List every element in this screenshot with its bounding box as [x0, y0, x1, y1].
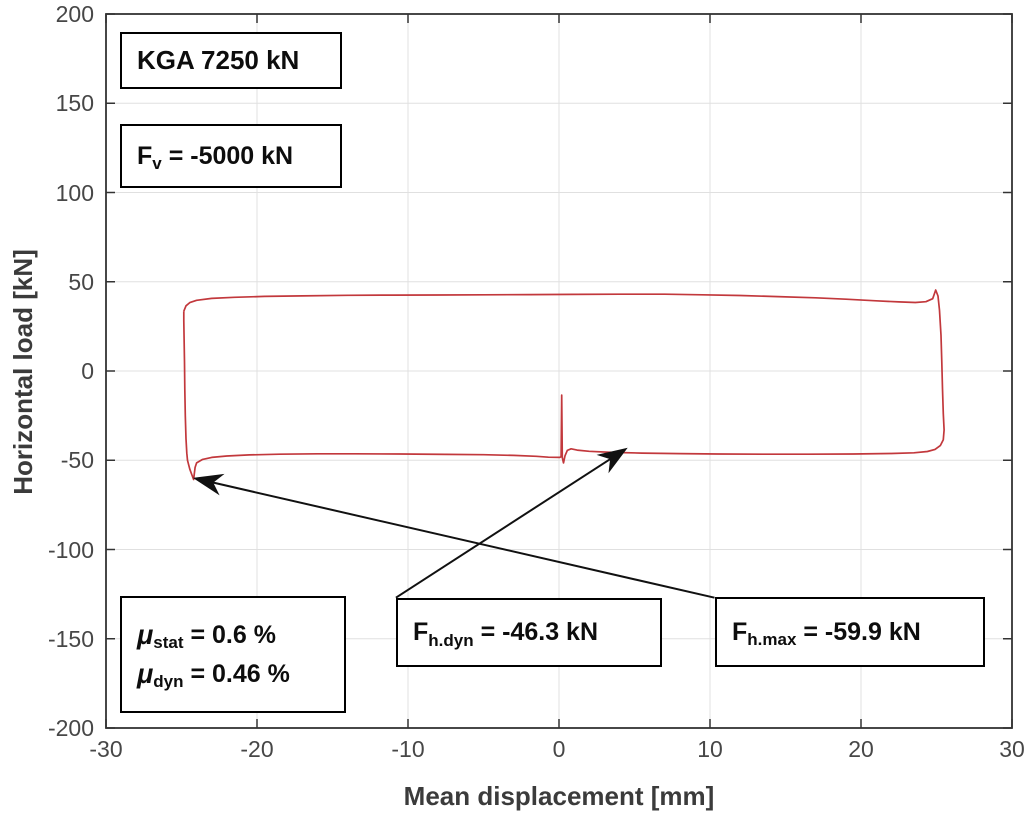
fv-symbol: F — [137, 141, 153, 170]
arrow-to-fhdyn-point-line — [395, 455, 616, 599]
hysteresis-loop — [182, 289, 945, 481]
x-tick-label: 30 — [999, 736, 1025, 762]
fv-value: = -5000 kN — [161, 141, 294, 170]
x-tick-label: -20 — [240, 736, 274, 762]
y-tick-label: 50 — [68, 268, 94, 295]
mu-stat-value: = 0.6 % — [183, 620, 276, 649]
annotation-kga: KGA 7250 kN — [120, 32, 342, 89]
y-axis-title: Horizontal load [kN] — [8, 249, 38, 495]
y-tick-label: -150 — [47, 625, 94, 652]
mu-dyn-symbol: μ — [137, 658, 154, 689]
fhdyn-symbol: F — [413, 618, 429, 646]
x-axis-title: Mean displacement [mm] — [403, 781, 715, 811]
x-tick-label: 20 — [848, 736, 874, 762]
y-tick-label: 0 — [81, 358, 94, 384]
annotation-kga-text: KGA 7250 kN — [137, 45, 300, 75]
mu-stat-subscript: stat — [153, 633, 184, 652]
mu-stat-symbol: μ — [137, 619, 154, 650]
y-tick-label: 100 — [55, 179, 94, 206]
fhmax-symbol: F — [732, 617, 748, 646]
mu-dyn-line: μ dyn = 0.46 % — [137, 658, 290, 692]
y-tick-label: -50 — [60, 447, 94, 474]
fhmax-value: = -59.9 kN — [796, 617, 921, 646]
y-tick-label: 150 — [55, 90, 94, 117]
x-tick-label: 0 — [552, 736, 566, 762]
x-tick-label: -30 — [89, 736, 123, 762]
fhmax-subscript: h.max — [747, 630, 797, 649]
arrow-to-fhmax-point-line — [207, 480, 715, 599]
arrow-to-fhmax-point-head — [192, 473, 225, 496]
y-tick-label: 200 — [55, 1, 94, 27]
x-tick-label: 10 — [697, 736, 723, 762]
arrow-to-fhdyn-point-head — [596, 447, 628, 474]
y-tick-label: -200 — [47, 715, 94, 741]
fv-subscript: v — [152, 154, 162, 173]
annotation-mu: μ stat = 0.6 % μ dyn = 0.46 % — [120, 596, 346, 713]
fhdyn-value: = -46.3 kN — [473, 618, 599, 646]
y-tick-label: -100 — [47, 536, 94, 563]
mu-dyn-subscript: dyn — [153, 672, 184, 691]
fhdyn-subscript: h.dyn — [428, 630, 474, 650]
mu-dyn-value: = 0.46 % — [183, 659, 290, 688]
x-tick-label: -10 — [391, 736, 425, 762]
mu-stat-line: μ stat = 0.6 % — [137, 619, 276, 653]
